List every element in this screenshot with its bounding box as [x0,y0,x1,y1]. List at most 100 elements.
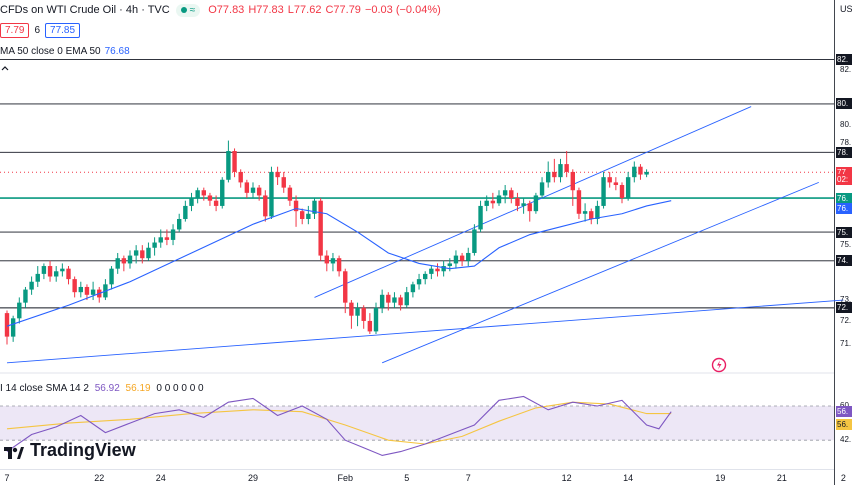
candle-body [10,318,16,337]
long-trendline [6,299,844,364]
price-axis-label: 72. [840,315,852,325]
price-axis-tag: 72. [836,302,852,314]
price-axis-label: 75. [840,240,852,250]
price-axis-label: 80. [840,119,852,129]
candle-body [164,237,170,240]
candle-body [447,263,452,267]
candle-body [127,255,133,264]
time-axis-label: 29 [247,473,259,483]
candle-body [625,177,631,199]
candle-body [324,255,329,264]
time-axis-label: 2 [840,473,846,483]
candle-body [60,268,65,272]
candle-body [189,198,194,206]
channel-lower-line [381,181,819,364]
time-axis-label: 22 [94,473,105,483]
market-open-icon [180,7,187,13]
candle-body [90,289,96,295]
high-value: H77.83 [248,4,284,16]
candle-body [121,258,127,264]
candle-body [84,286,90,295]
price-axis-tag: 80. [836,98,852,110]
candle-body [195,190,200,199]
market-status-glyph: ≈ [189,4,196,16]
candle-body [601,177,606,206]
candle-body [238,171,243,183]
rsi-label: I 14 close SMA 14 2 [0,383,89,394]
candle-body [410,284,416,293]
candle-body [115,258,120,269]
candle-body [109,268,114,285]
sell-button[interactable]: 7.79 [0,23,30,38]
channel-upper-line [314,106,752,298]
collapse-legend-icon[interactable] [0,63,12,75]
candle-body [146,247,151,259]
rsi-sma-line [6,401,672,445]
candle-body [453,255,459,264]
close-value: C77.79 [325,4,361,16]
candle-body [533,195,539,212]
candle-body [496,195,502,204]
candle-body [201,190,206,196]
candle-body [287,187,293,201]
candle-body [546,171,551,183]
price-axis-tag: 74. [836,255,852,267]
rsi-line [6,395,672,456]
candle-body [521,203,526,206]
rsi-axis-tag: 56. [836,419,852,431]
candle-body [472,229,477,253]
time-axis-label: 12 [561,473,572,483]
price-axis-tag: 78. [836,146,852,158]
candle-body [595,205,600,219]
market-status-badge[interactable]: ≈ [175,3,201,17]
candle-body [478,205,483,230]
candle-body [133,250,139,256]
ema-label: MA 50 close 0 EMA 50 [0,46,101,57]
candle-body [423,273,428,280]
candle-body [441,266,446,272]
candle-body [392,297,397,303]
candle-body [170,229,176,240]
candle-body [4,313,10,337]
price-axis-tag: 75. [836,226,852,238]
candle-body [23,289,28,303]
price-axis-label: 78. [840,138,852,148]
candle-body [41,266,47,274]
ema-value: 76.68 [104,46,130,57]
candle-body [293,200,299,212]
alert-icon[interactable] [711,357,727,373]
candle-body [398,297,403,306]
candle-body [509,190,514,199]
rsi-legend[interactable]: I 14 close SMA 14 2 56.92 56.19 0 0 0 0 … [0,383,204,394]
candle-body [373,307,379,332]
tradingview-logo[interactable]: TradingView [4,440,136,461]
candle-body [54,271,59,277]
candle-body [367,320,373,332]
candle-body [429,268,434,274]
currency-label: USD [840,4,852,14]
candle-body [177,218,182,230]
candle-body [66,268,71,280]
candle-body [570,171,575,191]
candle-body [263,195,268,217]
time-axis-label: 14 [623,473,634,483]
candle-body [607,177,612,183]
open-value: O77.83 [208,4,245,16]
candle-body [515,198,520,206]
candle-body [152,242,157,248]
time-axis-label: Feb [337,473,354,483]
candle-body [619,185,625,199]
candle-body [275,171,280,178]
candle-body [558,164,563,178]
symbol-title[interactable]: CFDs on WTI Crude Oil · 4h · TVC [0,4,170,16]
candle-body [183,205,188,219]
price-axis-tag: 76. [836,192,852,204]
candle-body [269,171,274,217]
ema-legend[interactable]: MA 50 close 0 EMA 50 76.68 [0,46,130,57]
candle-body [220,179,225,206]
buy-button[interactable]: 77.85 [45,23,81,38]
price-axis-tag: 02: [836,174,852,186]
candle-body [226,151,231,180]
candle-body [244,182,250,193]
